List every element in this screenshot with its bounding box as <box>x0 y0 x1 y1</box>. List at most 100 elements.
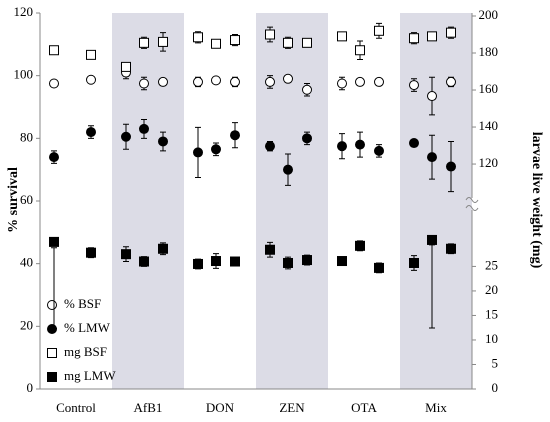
y2-axis-title: larvae live weight (mg) <box>529 132 544 269</box>
point <box>139 78 149 89</box>
x-tick-label: AfB1 <box>134 400 163 415</box>
point <box>193 147 203 158</box>
point <box>211 75 221 86</box>
point <box>211 144 221 155</box>
point <box>446 161 456 172</box>
axis-break <box>465 197 479 211</box>
point <box>158 36 168 47</box>
point <box>374 262 384 273</box>
point <box>409 33 419 44</box>
point <box>409 257 419 268</box>
point <box>446 76 456 87</box>
point <box>265 244 275 255</box>
legend-marker <box>47 348 57 358</box>
point <box>193 258 203 269</box>
point <box>86 247 96 258</box>
point <box>193 32 203 43</box>
y2-tick-label: 140 <box>479 118 499 133</box>
point <box>427 234 437 245</box>
point <box>337 141 347 152</box>
y2-tick-label: 25 <box>485 257 498 272</box>
point <box>283 164 293 175</box>
point <box>355 240 365 251</box>
point <box>139 256 149 267</box>
point <box>86 49 96 60</box>
x-tick-label: ZEN <box>279 400 305 415</box>
point <box>409 138 419 149</box>
legend-label: % LMW <box>64 320 111 335</box>
y-tick-label: 20 <box>20 317 33 332</box>
point <box>158 243 168 254</box>
point <box>337 31 347 42</box>
y2-tick-label: 160 <box>479 81 499 96</box>
point <box>427 152 437 163</box>
point <box>283 257 293 268</box>
legend-marker <box>47 300 57 310</box>
x-tick-label: Control <box>56 400 96 415</box>
y2-tick-label: 15 <box>485 306 498 321</box>
point <box>302 133 312 144</box>
point <box>265 141 275 152</box>
y-tick-label: 80 <box>20 129 33 144</box>
legend-label: % BSF <box>64 296 101 311</box>
point <box>355 139 365 150</box>
point <box>49 236 59 247</box>
y2-tick-label: 10 <box>485 331 498 346</box>
point <box>49 78 59 89</box>
point <box>211 38 221 49</box>
legend-label: mg BSF <box>64 344 107 359</box>
point <box>409 80 419 91</box>
point <box>230 76 240 87</box>
point <box>86 127 96 138</box>
point <box>121 61 131 72</box>
point <box>374 76 384 87</box>
error-bar <box>51 247 57 329</box>
point <box>139 123 149 134</box>
point <box>446 243 456 254</box>
point <box>302 84 312 95</box>
y-tick-label: 60 <box>20 192 33 207</box>
shaded-band <box>256 13 328 389</box>
point <box>139 37 149 48</box>
y-tick-label: 0 <box>27 380 34 395</box>
point <box>374 145 384 156</box>
point <box>446 27 456 38</box>
point <box>374 25 384 36</box>
y-axis-title: % survival <box>6 167 21 233</box>
point <box>211 256 221 267</box>
bands <box>112 13 472 389</box>
point <box>230 130 240 141</box>
x-tick-label: DON <box>206 400 235 415</box>
point <box>283 73 293 84</box>
point <box>302 255 312 266</box>
y2-tick-label: 20 <box>485 282 498 297</box>
point <box>355 76 365 87</box>
point <box>121 249 131 260</box>
y2-tick-label: 200 <box>479 7 499 22</box>
point <box>49 45 59 56</box>
y-tick-label: 40 <box>20 255 33 270</box>
point <box>158 76 168 87</box>
point <box>355 45 365 56</box>
legend-label: mg LMW <box>64 368 116 383</box>
y-tick-label: 120 <box>14 4 34 19</box>
point <box>230 256 240 267</box>
legend-marker <box>47 372 57 382</box>
point <box>265 76 275 87</box>
point <box>337 256 347 267</box>
point <box>86 74 96 85</box>
point <box>427 91 437 102</box>
y2-tick-label: 120 <box>479 155 499 170</box>
legend-marker <box>47 324 57 334</box>
point <box>121 131 131 142</box>
x-tick-label: OTA <box>351 400 377 415</box>
point <box>427 31 437 42</box>
point <box>193 76 203 87</box>
y2-tick-label: 180 <box>479 44 499 59</box>
point <box>49 152 59 163</box>
x-tick-label: Mix <box>425 400 447 415</box>
point <box>337 78 347 89</box>
point <box>265 29 275 40</box>
y-tick-label: 100 <box>14 67 34 82</box>
